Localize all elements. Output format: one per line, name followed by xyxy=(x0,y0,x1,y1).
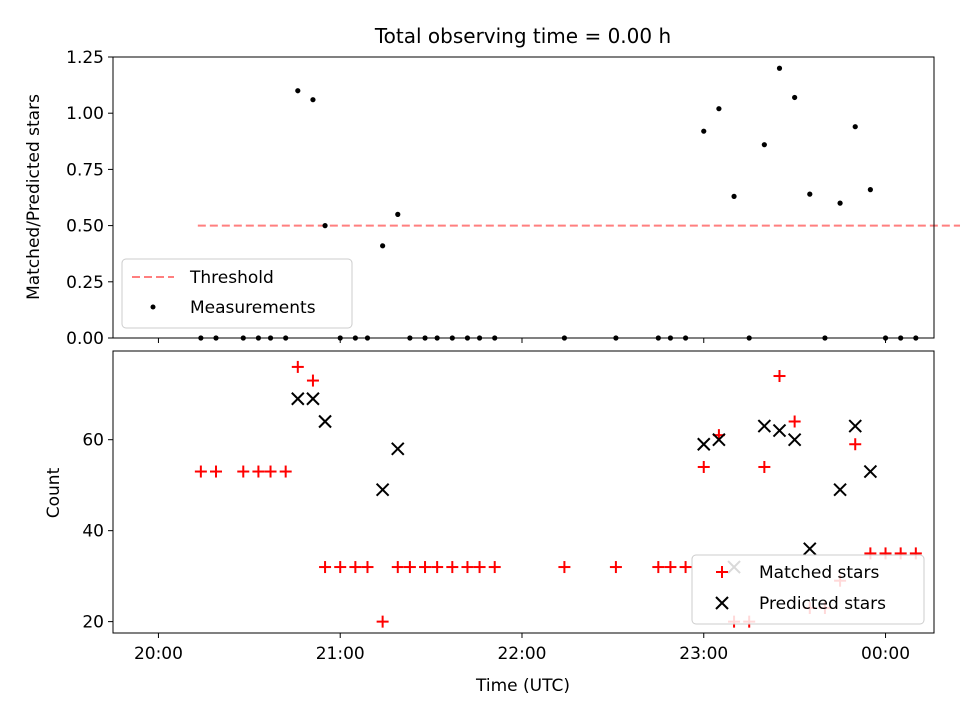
ratio-axis-ticks: 0.00 0.25 0.50 0.75 1.00 1.25 xyxy=(66,48,887,349)
x-tick-label: 21:00 xyxy=(316,644,365,664)
measurement-point xyxy=(701,128,707,134)
measurement-point xyxy=(380,243,386,249)
matched-star-point xyxy=(237,465,250,478)
ratio-panel: 0.00 0.25 0.50 0.75 1.00 1.25 Matched/Predict… xyxy=(24,48,960,349)
matched-star-point xyxy=(558,561,571,574)
ratio-y-tick-label: 0.00 xyxy=(66,329,104,349)
count-y-tick-label: 20 xyxy=(82,613,104,633)
measurement-point xyxy=(852,124,858,130)
measurement-point xyxy=(807,191,813,197)
matched-star-point xyxy=(252,465,265,478)
ratio-marks xyxy=(197,65,960,341)
matched-star-point xyxy=(264,465,277,478)
count-y-axis-label: Count xyxy=(44,467,64,518)
matched-star-point xyxy=(334,561,347,574)
count-axis-ticks: 20:0021:0022:0023:0000:0001:0002:0003:00… xyxy=(82,431,910,664)
count-plot-frame xyxy=(112,350,935,634)
matched-star-point xyxy=(652,561,665,574)
ratio-y-axis-label: Matched/Predicted stars xyxy=(24,94,44,300)
matched-star-point xyxy=(788,415,801,428)
legend-threshold-label: Threshold xyxy=(189,268,274,288)
predicted-star-point xyxy=(712,432,726,447)
x-tick-label: 22:00 xyxy=(497,644,546,664)
measurement-point xyxy=(837,200,843,206)
matched-star-point xyxy=(376,615,389,628)
matched-star-point xyxy=(279,465,292,478)
ratio-y-tick-label: 0.25 xyxy=(66,273,104,293)
matched-star-point xyxy=(488,561,501,574)
measurement-point xyxy=(776,65,783,71)
matched-star-point xyxy=(697,460,710,473)
matched-star-point xyxy=(361,561,374,574)
matched-star-point xyxy=(609,561,622,574)
ratio-legend-box xyxy=(121,258,353,329)
ratio-y-tick-label: 0.50 xyxy=(66,217,104,237)
x-tick-label: 20:00 xyxy=(134,644,183,664)
ratio-y-tick-label: 0.75 xyxy=(66,160,104,180)
measurement-point xyxy=(792,94,798,101)
legend-matched-swatch xyxy=(716,566,728,578)
ratio-legend: Threshold Measurements xyxy=(121,258,353,329)
matched-star-point xyxy=(306,374,319,387)
matched-star-point xyxy=(431,561,444,574)
ratio-y-tick-label: 1.00 xyxy=(66,104,104,124)
matched-star-point xyxy=(194,465,207,478)
predicted-star-point xyxy=(833,483,847,497)
matched-star-point xyxy=(849,438,862,451)
predicted-star-point xyxy=(391,442,405,456)
measurement-point xyxy=(295,88,301,94)
x-tick-label: 00:00 xyxy=(861,644,910,664)
chart-title: Total observing time = 0.00 h xyxy=(374,24,671,48)
legend-predicted-label: Predicted stars xyxy=(759,594,886,614)
measurement-point xyxy=(731,193,737,199)
matched-star-point xyxy=(291,360,304,373)
measurement-point xyxy=(310,97,316,103)
legend-predicted-swatch xyxy=(715,596,729,610)
predicted-star-point xyxy=(306,392,320,406)
matched-star-point xyxy=(758,460,771,473)
matched-star-point xyxy=(210,465,223,478)
matched-star-point xyxy=(679,561,692,574)
measurement-point xyxy=(761,142,767,148)
matched-star-point xyxy=(773,370,786,383)
count-panel: 20:0021:0022:0023:0000:0001:0002:0003:00… xyxy=(44,350,935,696)
matched-star-point xyxy=(461,561,474,574)
measurement-point xyxy=(322,223,328,229)
legend-measurements-label: Measurements xyxy=(190,298,316,318)
count-legend-box xyxy=(691,554,925,625)
ratio-y-tick-label: 1.25 xyxy=(66,48,104,68)
matched-star-point xyxy=(664,561,677,574)
predicted-star-point xyxy=(772,423,787,438)
predicted-star-point xyxy=(848,419,862,433)
ratio-plot-frame xyxy=(112,56,935,339)
x-tick-label: 23:00 xyxy=(679,644,728,664)
count-marks xyxy=(194,360,922,628)
predicted-star-point xyxy=(757,419,772,433)
predicted-star-point xyxy=(787,432,802,447)
predicted-star-point xyxy=(375,483,390,497)
measurement-point xyxy=(716,106,722,112)
matched-star-point xyxy=(319,561,332,574)
matched-star-point xyxy=(446,561,459,574)
measurement-point xyxy=(395,211,401,217)
legend-measurements-swatch xyxy=(150,304,156,310)
predicted-star-point xyxy=(803,542,817,556)
matched-star-point xyxy=(419,561,432,574)
predicted-star-point xyxy=(291,392,305,406)
count-legend: Matched stars Predicted stars xyxy=(691,554,925,625)
count-y-tick-label: 40 xyxy=(82,522,104,542)
matched-star-point xyxy=(391,561,404,574)
legend-matched-label: Matched stars xyxy=(759,563,879,583)
x-axis-label: Time (UTC) xyxy=(475,676,570,696)
matched-star-point xyxy=(403,561,416,574)
predicted-star-point xyxy=(863,464,878,479)
matched-star-point xyxy=(349,561,362,574)
measurement-point xyxy=(867,187,873,193)
predicted-star-point xyxy=(318,414,332,429)
count-y-tick-label: 60 xyxy=(82,431,104,451)
predicted-star-point xyxy=(697,437,711,451)
matched-star-point xyxy=(473,561,486,574)
